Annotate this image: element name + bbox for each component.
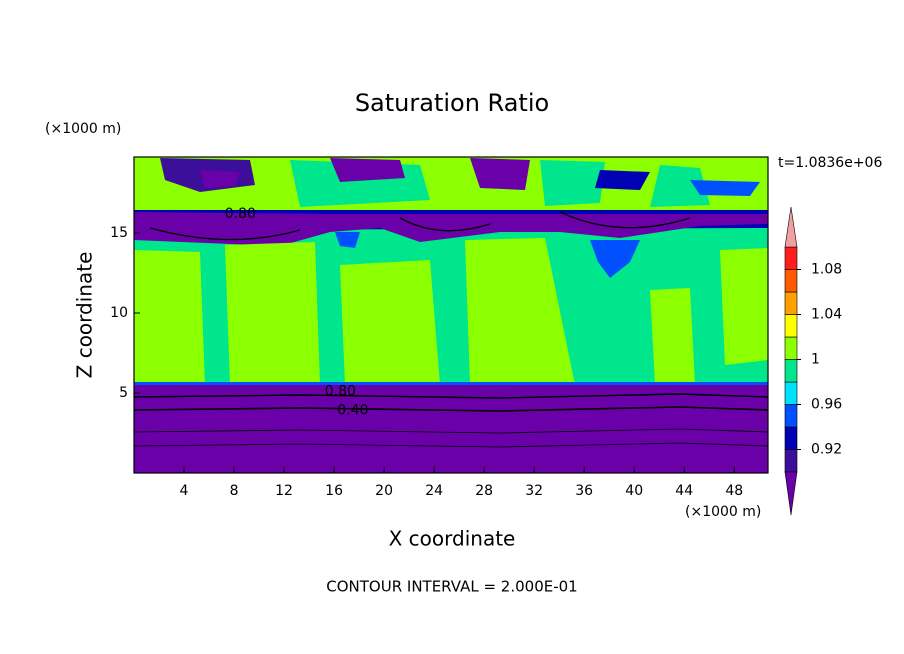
contour-region <box>134 250 205 385</box>
contour-region <box>465 238 575 385</box>
contour-region <box>330 158 405 182</box>
contour-field <box>133 157 769 473</box>
contour-line <box>133 428 769 434</box>
y-tick-label: 10 <box>110 305 128 321</box>
colorbar-box <box>784 426 798 450</box>
contour-region <box>720 248 768 365</box>
colorbar-box <box>784 246 798 270</box>
colorbar-box <box>784 314 798 338</box>
footer-note: CONTOUR INTERVAL = 2.000E-01 <box>326 578 577 596</box>
y-tick-label: 5 <box>119 385 128 401</box>
colorbar-box <box>784 336 798 360</box>
y-axis-label: Z coordinate <box>73 252 97 379</box>
contour-region <box>200 170 240 188</box>
x-tick-label: 24 <box>425 483 443 499</box>
x-tick-label: 36 <box>575 483 593 499</box>
colorbar-under <box>784 471 798 516</box>
contour-label: 0.80 <box>225 206 256 222</box>
colorbar-tick-label: 1.08 <box>811 262 842 278</box>
contour-region <box>225 242 320 385</box>
colorbar-tick-label: 0.92 <box>811 442 842 458</box>
x-tick-label: 32 <box>525 483 543 499</box>
contour-region <box>595 170 650 190</box>
contour-label: 0.80 <box>325 383 356 399</box>
colorbar-tick-label: 1 <box>811 352 820 368</box>
contour-region <box>650 165 710 207</box>
contour-region <box>335 232 360 248</box>
contour-region <box>470 158 530 190</box>
chart-title: Saturation Ratio <box>355 89 549 117</box>
x-tick-label: 48 <box>725 483 743 499</box>
contour-region <box>134 385 768 473</box>
y-tick-label: 15 <box>110 225 128 241</box>
x-axis-label: X coordinate <box>389 527 516 551</box>
contour-region <box>134 212 768 246</box>
x-tick-label: 44 <box>675 483 693 499</box>
plot-frame <box>133 156 769 474</box>
y-unit: (×1000 m) <box>45 121 121 137</box>
colorbar-over <box>784 206 798 248</box>
colorbar-box <box>784 269 798 293</box>
colorbar-tick-label: 0.96 <box>811 397 842 413</box>
x-tick-label: 28 <box>475 483 493 499</box>
colorbar-box <box>784 449 798 473</box>
colorbar-box <box>784 291 798 315</box>
x-tick-label: 16 <box>325 483 343 499</box>
contour-region <box>690 180 760 196</box>
colorbar-box <box>784 359 798 383</box>
colorbar-tick-label: 1.04 <box>811 307 842 323</box>
contour-line <box>133 393 769 399</box>
x-unit: (×1000 m) <box>685 504 761 520</box>
contour-region <box>650 288 695 385</box>
contour-line <box>133 406 769 412</box>
x-tick-label: 12 <box>275 483 293 499</box>
contour-region <box>540 160 605 206</box>
x-tick-label: 20 <box>375 483 393 499</box>
x-tick-label: 4 <box>180 483 189 499</box>
time-label: t=1.0836e+06 <box>778 155 882 171</box>
colorbar-box <box>784 404 798 428</box>
x-tick-label: 8 <box>230 483 239 499</box>
contour-label: 0.40 <box>337 403 368 419</box>
colorbar-box <box>784 381 798 405</box>
contour-line <box>133 442 769 448</box>
x-tick-label: 40 <box>625 483 643 499</box>
contour-region <box>340 260 440 385</box>
contour-line <box>149 211 691 241</box>
contour-region <box>590 240 640 278</box>
